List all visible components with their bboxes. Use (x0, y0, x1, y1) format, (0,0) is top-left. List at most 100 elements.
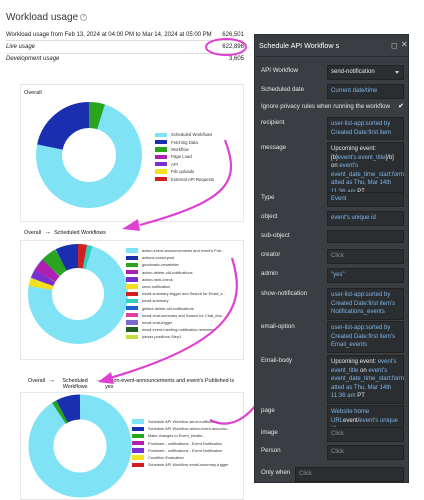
legend-item[interactable]: Fetching Data (155, 138, 214, 145)
scheduled-workflows-legend: action-event-announcements and event's P… (126, 247, 226, 340)
email-option-field[interactable]: user-list-app:sorted by Created Date:fir… (327, 321, 404, 353)
legend-swatch (126, 284, 138, 289)
workload-usage-title: Workload usage? (6, 12, 88, 23)
legend-swatch (126, 277, 138, 282)
message-field[interactable]: Upcoming event: [b]event's event_title[/… (327, 142, 404, 200)
legend-item[interactable]: parser-positions-Step1 (126, 333, 226, 340)
legend-item[interactable]: email-event-meeting-notification-reminde… (126, 326, 226, 333)
checkmark-icon[interactable]: ✔ (398, 103, 404, 110)
breadcrumb-item-scheduled-workflows[interactable]: Scheduled Workflows (62, 378, 88, 390)
person-field[interactable]: Click (327, 445, 404, 460)
legend-item[interactable]: Schedule API Workflow action-event-annou… (132, 425, 230, 432)
overall-legend: Scheduled Workflows Fetching Data Workfl… (155, 131, 214, 183)
legend-item[interactable]: action-event-announcements and event's P… (126, 247, 226, 254)
breadcrumb-item-overall[interactable]: Overall (24, 230, 42, 236)
close-icon[interactable]: ✕ (401, 40, 408, 49)
object-field[interactable]: event's unique id (327, 211, 404, 226)
only-when-field[interactable]: Click (295, 467, 404, 482)
legend-swatch (126, 291, 138, 296)
schedule-api-workflow-panel: Schedule API Workflow s ◻ ✕ API Workflow… (254, 34, 409, 483)
recipient-field[interactable]: user-list-app:sorted by Created Date:fir… (327, 117, 404, 141)
image-field[interactable]: Click (327, 427, 404, 442)
event-announcements-donut-chart[interactable] (28, 394, 132, 498)
legend-item[interactable]: Make changes to Event_emails... (132, 432, 230, 439)
legend-swatch (126, 298, 138, 304)
legend-item[interactable]: action-rank-check (126, 276, 226, 283)
legend-item[interactable]: Workflow (155, 146, 214, 153)
scheduled-workflows-donut-chart[interactable] (28, 244, 128, 344)
creator-field[interactable]: Click (327, 249, 404, 264)
donut-slice[interactable] (82, 244, 93, 270)
legend-swatch (132, 419, 144, 424)
breadcrumb-item-scheduled-workflows[interactable]: Scheduled Workflows (54, 230, 106, 236)
legend-item[interactable]: email-summary (126, 297, 226, 304)
breadcrumb-item-overall[interactable]: Overall (28, 378, 46, 384)
sub-object-field[interactable] (327, 230, 404, 243)
breadcrumb: Overall → Scheduled Workflows → action-e… (28, 377, 235, 390)
legend-item[interactable]: email-summary-trigger and Search for Ema… (126, 290, 226, 297)
workload-usage-panel: Workload usage? Workload usage from Feb … (6, 12, 244, 500)
legend-swatch (155, 176, 167, 182)
legend-swatch (132, 433, 144, 439)
show-notification-field[interactable]: user-list-app:sorted by Created Date:fir… (327, 288, 404, 320)
donut-slice[interactable] (42, 249, 68, 277)
legend-swatch (155, 147, 167, 152)
breadcrumb: Overall → Scheduled Workflows (24, 229, 106, 236)
dev-usage-row: Development usage 3,605 (6, 56, 244, 62)
email-body-field[interactable]: Upcoming event: event's event_title on e… (327, 355, 404, 404)
admin-field[interactable]: "yes" (327, 268, 404, 283)
help-icon[interactable]: ? (80, 13, 88, 21)
overall-donut-chart[interactable] (34, 100, 144, 210)
donut-slice[interactable] (34, 259, 60, 283)
legend-swatch (126, 305, 138, 311)
legend-item[interactable]: actions-social-post (126, 254, 226, 261)
scheduled-date-field[interactable]: Current date/time (327, 84, 404, 99)
legend-item[interactable]: Schedule API Workflow email-summary-trig… (132, 461, 230, 468)
donut-slice[interactable] (77, 244, 88, 269)
legend-swatch (155, 162, 167, 167)
api-workflow-select[interactable]: send-notification (327, 65, 404, 80)
chart-title: Overall (24, 90, 42, 96)
legend-item[interactable]: getslot-delete-old-notifications (126, 305, 226, 312)
donut-slice[interactable] (55, 244, 79, 272)
arrow-right-icon: → (44, 229, 52, 236)
legend-swatch (132, 448, 144, 453)
legend-item[interactable]: Condition Evaluation (132, 454, 230, 461)
legend-swatch (126, 334, 138, 340)
legend-item[interactable]: email-chat-trigger (126, 319, 226, 326)
donut-slice-event-announcements[interactable] (56, 394, 81, 423)
panel-title: Schedule API Workflow s (259, 41, 340, 50)
comment-icon[interactable]: ◻ (391, 41, 398, 50)
legend-item[interactable]: action-delete-old-notifications (126, 269, 226, 276)
donut-slice[interactable] (28, 278, 54, 291)
legend-swatch (132, 440, 144, 446)
usage-range-row: Workload usage from Feb 13, 2024 at 04:0… (6, 32, 244, 38)
legend-item[interactable]: Postmark - notifications - Event Notific… (132, 440, 230, 447)
donut-slice-fetching-data[interactable] (37, 102, 90, 151)
legend-item[interactable]: Page Load (155, 153, 214, 160)
legend-item[interactable]: Schedule API Workflow send-notification (132, 418, 230, 425)
divider (6, 40, 244, 41)
legend-swatch (155, 139, 167, 145)
legend-swatch (126, 320, 138, 325)
divider (6, 53, 244, 54)
legend-swatch (126, 255, 138, 260)
legend-item[interactable]: Postmark - notifications - Event Notific… (132, 447, 230, 454)
legend-item[interactable]: File uploads (155, 168, 214, 175)
donut-slice[interactable] (52, 400, 69, 424)
legend-item[interactable]: goodmatic-newsletter (126, 261, 226, 268)
legend-item[interactable]: email-chat-summary and Search for Chat_c… (126, 312, 226, 319)
donut-slice-workflow[interactable] (88, 102, 105, 130)
legend-item[interactable]: send-notification (126, 283, 226, 290)
legend-swatch (126, 327, 138, 332)
donut-slice[interactable] (30, 269, 56, 287)
legend-item[interactable]: Scheduled Workflows (155, 131, 214, 138)
breadcrumb-item-event-announcements[interactable]: action-event-announcements and event's P… (105, 378, 235, 390)
legend-swatch (132, 455, 144, 460)
live-usage-row: Live usage 622,896 (6, 44, 244, 50)
legend-swatch (155, 154, 167, 160)
legend-item[interactable]: External API Requests (155, 175, 214, 182)
legend-swatch (126, 248, 138, 253)
type-field[interactable]: Event (327, 192, 404, 207)
legend-item[interactable]: API (155, 161, 214, 168)
